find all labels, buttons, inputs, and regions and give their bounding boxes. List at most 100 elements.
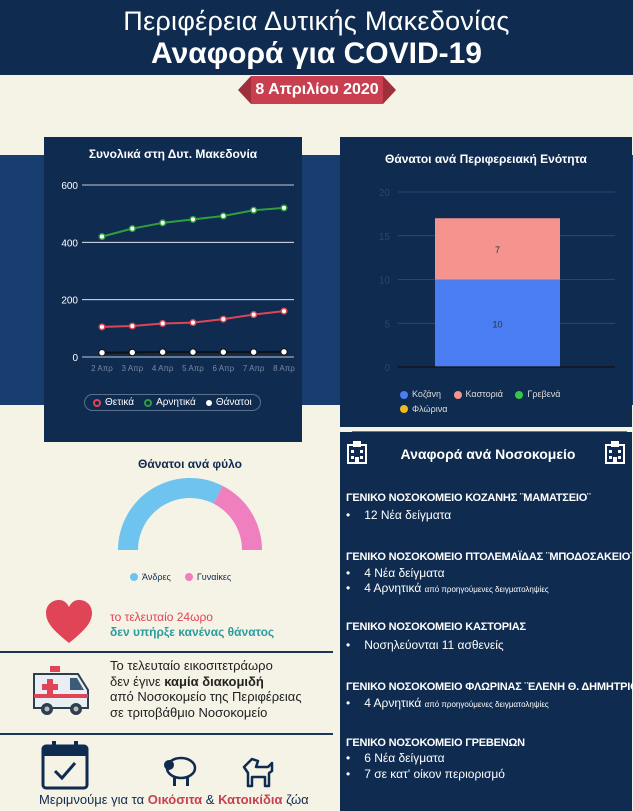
hospital-item-text: 7 σε κατ' οίκον περιορισμό [364, 767, 505, 781]
hospital-item-text: 4 Νέα δείγματα [364, 566, 445, 580]
hospital-name: ΓΕΝΙΚΟ ΝΟΣΟΚΟΜΕΙΟ ΦΛΩΡΙΝΑΣ ¨ΕΛΕΝΗ Θ. ΔΗΜ… [346, 681, 633, 693]
legend-negative-marker [144, 398, 153, 407]
sheep-icon [164, 756, 197, 786]
hospital-item: • 4 Αρνητικά από προηγούμενες δειγματοληψ… [346, 696, 549, 710]
data-point [159, 219, 167, 227]
hospital-item: • 4 Νέα δείγματα [346, 566, 445, 580]
legend-women-label: Γυναίκες [196, 572, 232, 582]
calendar-check-icon [41, 741, 89, 790]
legend-florina: Φλώρινα [400, 403, 447, 416]
data-point [250, 311, 258, 319]
totals-chart-panel: Συνολικά στη Δυτ. Μακεδονία 0 200 400 600 2 … [44, 137, 302, 442]
legend-grevena-label: Γρεβενά [527, 389, 561, 399]
x-tick-label: 2 Απρ [91, 364, 113, 373]
legend-kozani-marker [400, 390, 408, 399]
hospital-item-note: από προηγούμενες δειγματοληψίες [424, 700, 549, 709]
data-point [98, 349, 106, 357]
heart-icon [46, 600, 92, 643]
legend-deaths: Θάνατοι [205, 397, 252, 408]
bar-data-label: 10 [492, 319, 502, 329]
hospital-item: • 7 σε κατ' οίκον περιορισμό [346, 767, 505, 781]
data-point [128, 225, 136, 233]
hospitals-panel [340, 432, 632, 811]
page-subtitle: Αναφορά για COVID-19 [151, 37, 482, 70]
hospital-item-note: από προηγούμενες δειγματοληψίες [424, 585, 549, 594]
data-point [280, 204, 288, 212]
y-tick-label: 15 [379, 232, 391, 243]
x-tick-label: 7 Απρ [243, 364, 265, 373]
legend-women: Γυναίκες [184, 572, 232, 582]
hospital-item: • 6 Νέα δείγματα [346, 751, 445, 765]
transfer-line3: από Νοσοκομείο της Περιφέρειας [110, 689, 302, 704]
legend-positive-marker [93, 398, 101, 407]
gender-chart-title: Θάνατοι ανά φύλο [138, 457, 242, 471]
y-tick-label: 200 [61, 296, 78, 307]
pets-note-post: ζώα [282, 792, 309, 807]
donut-slice-0 [118, 477, 223, 550]
deaths-note-line1: το τελευταίο 24ωρο [110, 610, 213, 624]
hospital-name: ΓΕΝΙΚΟ ΝΟΣΟΚΟΜΕΙΟ ΚΑΣΤΟΡΙΑΣ [346, 621, 526, 633]
hospital-item: • Νοσηλεύονται 11 ασθενείς [346, 638, 504, 652]
legend-kastoria: Καστοριά [453, 388, 503, 401]
legend-negative: Αρνητικά [144, 397, 196, 408]
y-tick-label: 600 [61, 181, 78, 192]
date-ribbon: 8 Απριλίου 2020 [251, 76, 383, 104]
data-point [189, 319, 197, 327]
y-tick-label: 10 [379, 276, 391, 287]
data-point [280, 348, 288, 356]
x-tick-label: 5 Απρ [182, 364, 204, 373]
data-point [158, 348, 167, 356]
transfer-line1: Το τελευταίο εικοσιτετράωρο [110, 658, 273, 673]
legend-men: Άνδρες [130, 572, 171, 582]
bar-segment-0 [435, 279, 560, 367]
page-title: Περιφέρεια Δυτικής Μακεδονίας [123, 6, 510, 36]
hospital-item: • 12 Νέα δείγματα [346, 508, 452, 522]
data-point [159, 319, 167, 328]
ambulance-icon [33, 666, 89, 715]
data-point [189, 215, 197, 223]
hospital-icon [605, 441, 625, 464]
y-tick-label: 20 [379, 188, 391, 199]
legend-grevena-marker [515, 390, 524, 399]
x-tick-label: 6 Απρ [213, 364, 235, 373]
legend-grevena: Γρεβενά [515, 388, 560, 401]
divider-2 [0, 733, 333, 735]
region-deaths-title: Θάνατοι ανά Περιφερειακή Ενότητα [385, 152, 587, 166]
ribbon-tail-right [383, 76, 396, 104]
y-tick-label: 5 [384, 319, 390, 330]
hospital-name: ΓΕΝΙΚΟ ΝΟΣΟΚΟΜΕΙΟ ΓΡΕΒΕΝΩΝ [346, 737, 525, 749]
data-point [250, 206, 258, 214]
hospital-item-text: 4 Αρνητικά [364, 581, 422, 595]
bar-segment-1 [435, 218, 560, 280]
x-tick-label: 8 Απρ [273, 364, 295, 373]
dog-icon [242, 757, 274, 788]
legend-florina-label: Φλώρινα [412, 403, 448, 414]
y-tick-label: 0 [72, 353, 78, 364]
pets-note-mid: & [202, 792, 219, 807]
transfer-line2: δεν έγινε καμία διακομιδή [110, 674, 302, 690]
pets-note-domestic: Οικόσιτα [147, 792, 203, 807]
transfer-line2-bold: καμία διακομιδή [164, 673, 264, 689]
legend-kastoria-label: Καστοριά [465, 389, 503, 399]
data-point [189, 348, 197, 356]
donut-slice-1 [213, 485, 262, 550]
pets-note-pets: Κατοικίδια [218, 792, 283, 807]
legend-deaths-marker [205, 399, 212, 406]
transfer-line2-pre: δεν έγινε [110, 673, 165, 689]
legend-positive: Θετικά [93, 397, 134, 408]
bar-data-label: 7 [495, 245, 500, 255]
legend-negative-label: Αρνητικά [156, 397, 196, 408]
legend-women-marker [184, 573, 193, 581]
legend-positive-label: Θετικά [105, 397, 135, 408]
hospital-item-text: Νοσηλεύονται 11 ασθενείς [364, 638, 504, 652]
data-point [280, 307, 288, 315]
gender-donut-chart [118, 477, 262, 550]
totals-chart-title: Συνολικά στη Δυτ. Μακεδονία [88, 147, 258, 161]
hospital-item-text: 4 Αρνητικά [364, 696, 422, 710]
legend-men-marker [130, 573, 138, 581]
data-point [219, 348, 228, 356]
x-tick-label: 4 Απρ [152, 364, 174, 373]
legend-men-label: Άνδρες [142, 572, 171, 582]
region-legend: Κοζάνη Καστοριά Γρεβενά Φλώρινα [400, 388, 610, 417]
hospital-item: • 4 Αρνητικά από προηγούμενες δειγματοληψ… [346, 581, 549, 595]
